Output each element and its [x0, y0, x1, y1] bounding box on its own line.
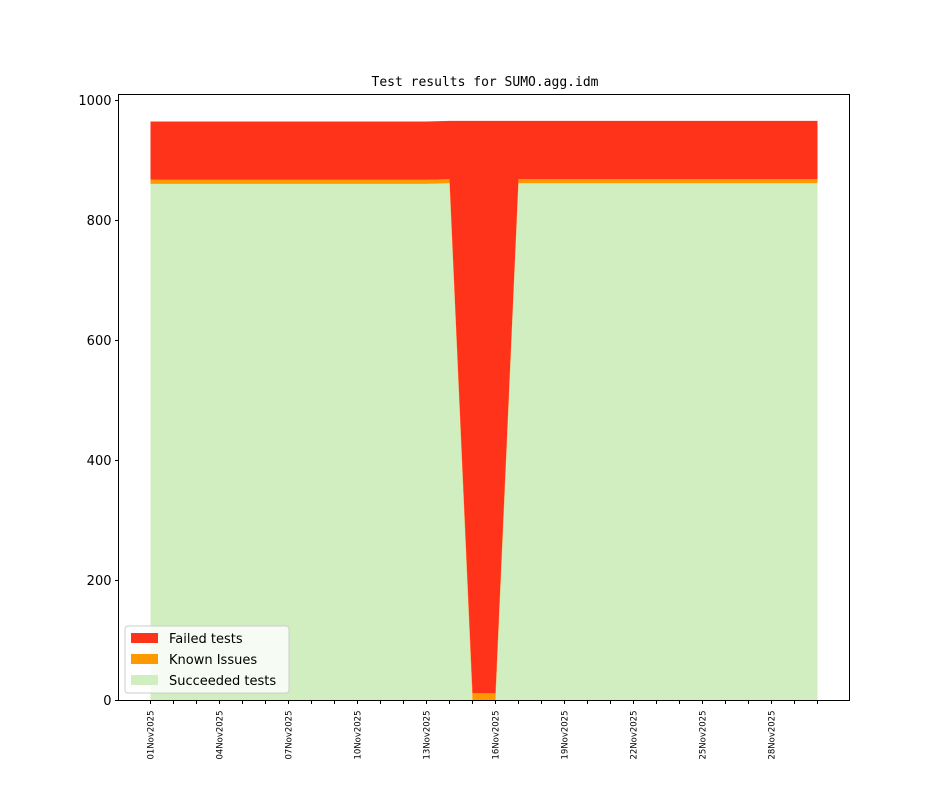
area-series-0 — [150, 183, 818, 701]
legend-label-2: Succeeded tests — [169, 674, 276, 689]
y-axis: 0 200 400 600 800 1000 — [78, 94, 119, 709]
x-tick-label-7: 22Nov2025 — [630, 711, 640, 760]
x-axis: 01Nov2025 04Nov2025 07Nov2025 10Nov2025 13No… — [147, 700, 818, 760]
chart-title: Test results for SUMO.agg.idm — [372, 75, 599, 90]
area-layers — [150, 120, 818, 701]
y-tick-label-3: 600 — [87, 334, 112, 349]
x-tick-label-1: 04Nov2025 — [216, 711, 226, 760]
legend-swatch-0 — [131, 633, 158, 643]
legend-swatch-1 — [131, 654, 158, 664]
y-tick-label-2: 400 — [87, 454, 112, 469]
y-tick-label-5: 1000 — [78, 94, 111, 109]
y-tick-label-0: 0 — [103, 694, 111, 709]
area-series-2 — [150, 120, 818, 694]
legend-label-0: Failed tests — [169, 632, 243, 647]
legend-box — [124, 625, 290, 694]
x-tick-label-8: 25Nov2025 — [699, 711, 709, 760]
x-tick-label-4: 13Nov2025 — [423, 711, 433, 760]
y-tick-label-1: 200 — [87, 574, 112, 589]
legend-label-1: Known Issues — [169, 653, 257, 668]
plot-frame — [118, 94, 850, 701]
y-tick-label-4: 800 — [87, 214, 112, 229]
x-tick-label-3: 10Nov2025 — [354, 711, 364, 760]
x-tick-label-9: 28Nov2025 — [768, 711, 778, 760]
legend: Failed tests Known Issues Succeeded tests — [124, 625, 290, 694]
x-tick-label-2: 07Nov2025 — [285, 711, 295, 760]
x-tick-label-6: 19Nov2025 — [561, 711, 571, 760]
x-tick-label-0: 01Nov2025 — [147, 711, 157, 760]
x-tick-label-5: 16Nov2025 — [492, 711, 502, 760]
legend-swatch-2 — [131, 675, 158, 685]
